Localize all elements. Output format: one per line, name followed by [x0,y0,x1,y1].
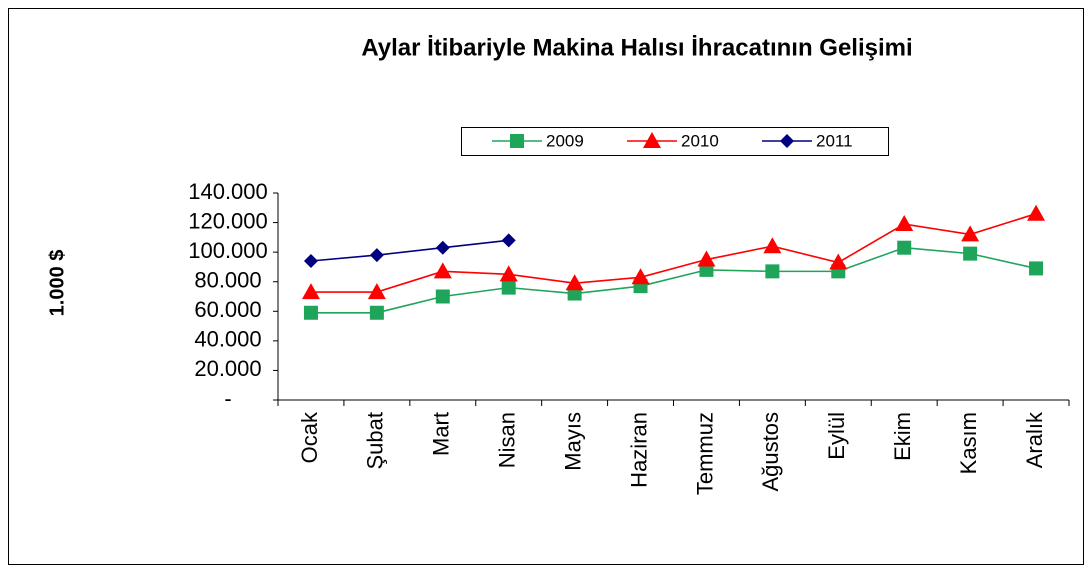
legend-marker [780,134,794,148]
data-point [565,274,584,291]
y-tick-label: 40.000 [194,327,261,352]
y-tick-label: - [224,386,231,411]
legend-label: 2009 [546,131,584,150]
x-tick-label: Haziran [626,412,651,488]
y-axis-label: 1.000 $ [46,250,68,317]
y-tick-label: 60.000 [194,297,261,322]
data-point [301,283,320,300]
data-point [829,253,848,270]
data-point [631,268,650,285]
data-point [433,262,452,279]
x-tick-label: Mayıs [560,412,585,471]
data-point [367,283,386,300]
y-tick-label: 120.000 [188,208,268,233]
data-point [763,237,782,254]
x-tick-label: Temmuz [692,412,717,495]
data-point [369,305,384,320]
chart-frame [8,8,1084,565]
data-point [1029,261,1044,276]
legend-marker [643,132,661,148]
data-point [963,246,978,261]
y-tick-label: 80.000 [194,268,261,293]
legend-marker [510,134,524,148]
x-tick-label: Aralık [1022,411,1047,468]
x-tick-label: Kasım [956,412,981,474]
legend-label: 2010 [681,131,719,150]
data-point [501,233,516,248]
x-tick-label: Mart [429,412,454,456]
data-point [897,240,912,255]
data-point [435,240,450,255]
x-tick-label: Ocak [297,411,322,463]
data-point [435,289,450,304]
series-line [310,246,1037,314]
data-point [961,225,980,242]
data-point [303,305,318,320]
data-point [895,215,914,232]
y-tick-label: 140.000 [188,179,268,204]
data-point [499,265,518,282]
legend-label: 2011 [816,131,853,150]
chart-title: Aylar İtibariyle Makina Halısı İhracatın… [361,34,912,61]
x-tick-label: Eylül [824,412,849,460]
x-tick-label: Ağustos [758,412,783,492]
y-tick-label: 20.000 [194,356,261,381]
data-point [501,280,516,295]
series-line [310,239,509,262]
x-tick-label: Şubat [363,412,388,470]
x-tick-label: Ekim [890,412,915,461]
series-line [310,212,1037,293]
x-tick-label: Nisan [495,412,520,468]
data-point [369,248,384,263]
data-point [303,254,318,269]
y-tick-label: 100.000 [188,238,268,263]
data-point [697,250,716,267]
data-point [765,264,780,279]
data-point [1027,204,1046,221]
